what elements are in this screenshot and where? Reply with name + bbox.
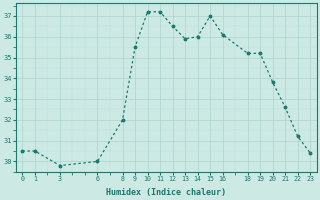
X-axis label: Humidex (Indice chaleur): Humidex (Indice chaleur) (106, 188, 226, 197)
